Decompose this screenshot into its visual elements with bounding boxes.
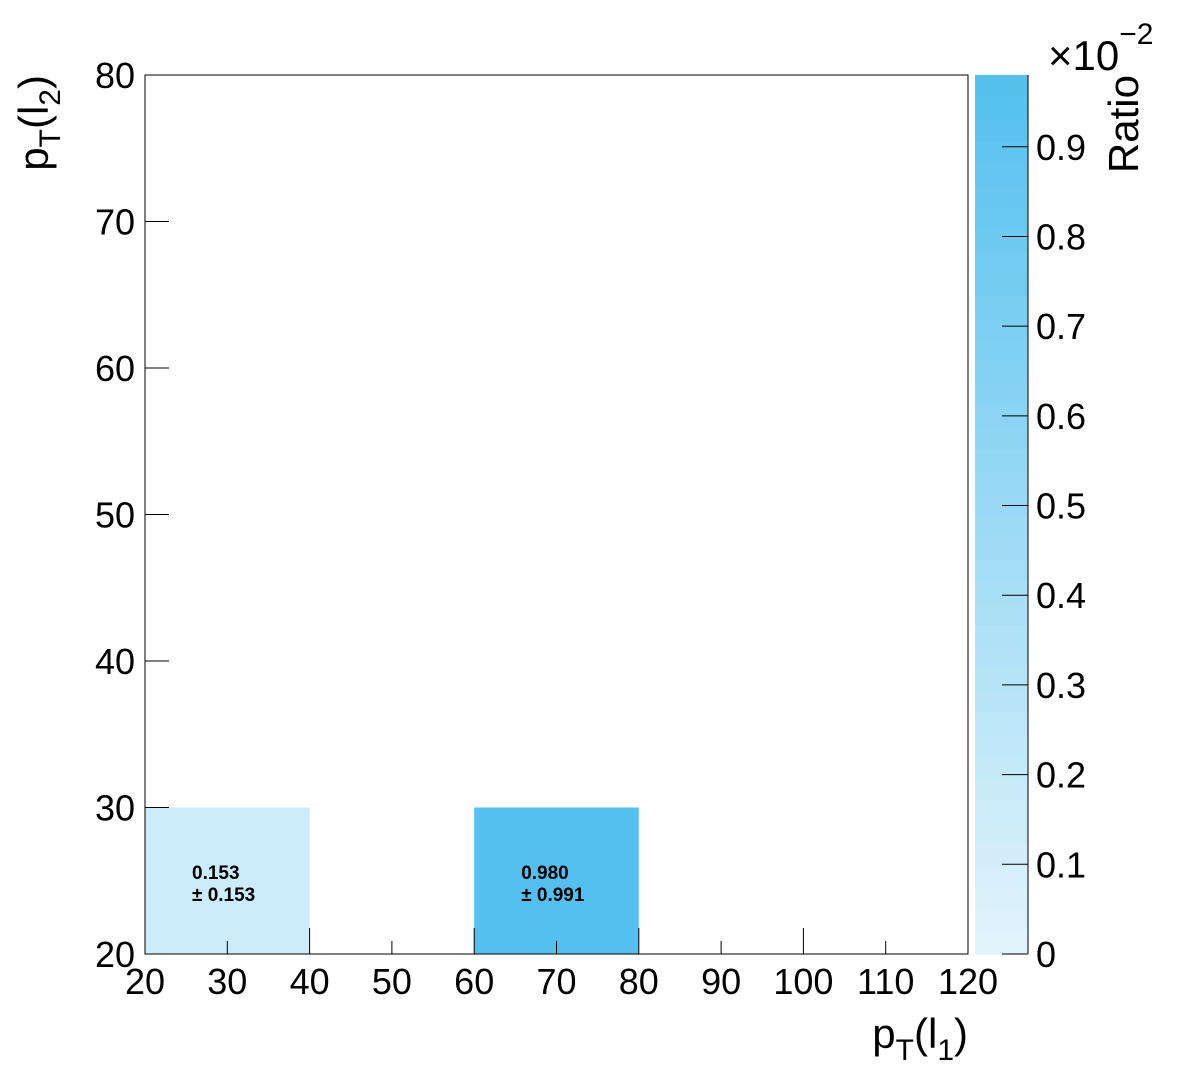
colorbar-swatch [975,910,1028,933]
colorbar-swatch [975,294,1028,318]
x-tick-label: 120 [938,961,998,1002]
colorbar-multiplier: ×10−2 [1048,18,1153,79]
x-tick-label: 110 [857,961,914,1002]
colorbar-swatch [975,602,1028,625]
colorbar-tick-label: 0.7 [1036,306,1086,347]
colorbar-swatch [975,426,1028,450]
x-axis: 20 30 40 50 60 70 80 90 100 110 120 [125,928,998,1002]
y-tick-label: 50 [95,495,135,536]
colorbar-swatch [975,75,1028,98]
colorbar-swatch [975,140,1028,164]
colorbar-tick-label: 0.2 [1036,755,1086,796]
x-axis-title: pT(l1) [872,1010,968,1067]
y-axis-title: pT(l2) [10,75,67,171]
colorbar-swatch [975,756,1028,779]
colorbar-swatch [975,492,1028,516]
colorbar-swatch [975,272,1028,296]
colorbar-swatch [975,558,1028,582]
colorbar-tick-label: 0.3 [1036,665,1086,706]
cell-value-label: 0.980 [521,863,569,884]
colorbar-title: Ratio [1100,75,1147,173]
colorbar-swatch [975,690,1028,713]
colorbar-swatch [975,778,1028,801]
colorbar-swatch [975,888,1028,911]
x-tick-label: 90 [701,961,741,1002]
colorbar-swatch [975,932,1028,955]
colorbar-tick-label: 0.1 [1036,844,1086,885]
cell-error-label: ± 0.991 [521,885,585,906]
colorbar-tick-label: 0 [1036,934,1056,975]
x-tick-label: 20 [125,961,165,1002]
colorbar-swatch [975,514,1028,538]
y-tick-label: 40 [95,641,135,682]
x-tick-label: 50 [372,961,412,1002]
y-tick-label: 70 [95,202,135,243]
colorbar-swatch [975,162,1028,186]
colorbar-swatch [975,800,1028,823]
colorbar-swatch [975,624,1028,647]
colorbar-swatch [975,96,1028,120]
colorbar-swatch [975,184,1028,208]
colorbar-tick-label: 0.8 [1036,216,1086,257]
colorbar-swatch [975,360,1028,384]
colorbar-tick-label: 0.4 [1036,575,1086,616]
colorbar-swatch [975,580,1028,603]
cell-error-label: ± 0.153 [192,885,255,906]
colorbar-swatch [975,382,1028,406]
colorbar-swatch [975,404,1028,428]
y-tick-label: 20 [95,934,135,975]
colorbar-swatch [975,844,1028,867]
colorbar-tick-label: 0.9 [1036,127,1086,168]
x-tick-label: 70 [536,961,576,1002]
y-tick-label: 80 [95,55,135,96]
heatmap-cell [145,807,310,954]
colorbar-swatch [975,734,1028,757]
colorbar-tick-label: 0.5 [1036,486,1086,527]
heatmap-cells [145,807,639,954]
x-tick-label: 60 [454,961,494,1002]
x-tick-label: 100 [773,961,833,1002]
colorbar: 0 0.1 0.2 0.3 0.4 0.5 0.6 0.7 0.8 0.9 [975,75,1086,975]
x-tick-label: 40 [290,961,330,1002]
x-tick-label: 80 [619,961,659,1002]
y-tick-label: 30 [95,788,135,829]
colorbar-swatch [975,536,1028,560]
colorbar-swatch [975,316,1028,340]
colorbar-swatch [975,646,1028,669]
cell-value-label: 0.153 [192,863,240,884]
colorbar-swatch [975,712,1028,735]
y-tick-label: 60 [95,348,135,389]
x-tick-label: 30 [207,961,247,1002]
colorbar-swatch [975,866,1028,889]
colorbar-swatch [975,822,1028,845]
colorbar-swatch [975,206,1028,230]
colorbar-swatch [975,250,1028,274]
colorbar-tick-label: 0.6 [1036,396,1086,437]
colorbar-swatch [975,470,1028,494]
colorbar-swatch [975,228,1028,252]
colorbar-swatch [975,668,1028,691]
colorbar-swatch [975,338,1028,362]
colorbar-swatch [975,448,1028,472]
y-axis: 20 30 40 50 60 70 80 [95,55,169,975]
heatmap-cell [474,807,639,954]
colorbar-swatch [975,118,1028,142]
cell-labels: 0.153± 0.153 0.980± 0.991 [192,863,585,906]
